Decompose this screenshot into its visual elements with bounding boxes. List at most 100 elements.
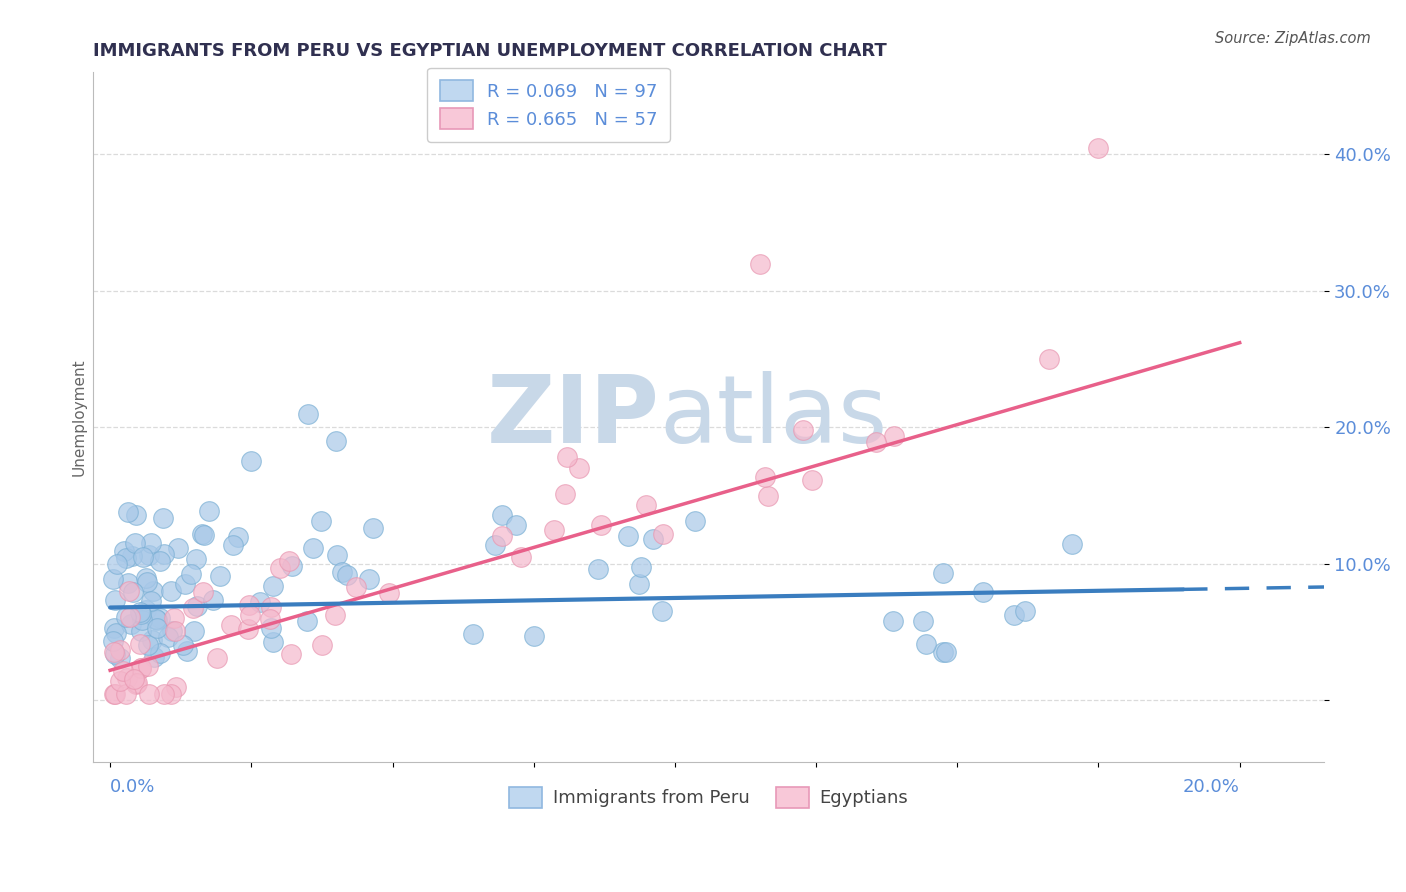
Point bbox=[543, 524, 565, 538]
Point bbox=[278, 554, 301, 568]
Point bbox=[163, 611, 186, 625]
Point bbox=[139, 536, 162, 550]
Point bbox=[108, 643, 131, 657]
Point bbox=[377, 586, 399, 600]
Point bbox=[129, 637, 152, 651]
Point bbox=[972, 585, 994, 599]
Point bbox=[240, 454, 263, 468]
Point bbox=[262, 635, 284, 649]
Point bbox=[325, 607, 347, 622]
Point bbox=[124, 508, 146, 523]
Point bbox=[630, 560, 652, 574]
Point bbox=[145, 612, 167, 626]
Point bbox=[302, 541, 325, 555]
Point bbox=[589, 518, 612, 533]
Point bbox=[136, 575, 159, 590]
Point bbox=[932, 645, 955, 659]
Point bbox=[146, 613, 169, 627]
Point bbox=[568, 461, 591, 475]
Point bbox=[651, 604, 673, 618]
Point bbox=[138, 548, 160, 562]
Point bbox=[131, 607, 153, 621]
Point bbox=[554, 487, 576, 501]
Point bbox=[141, 632, 163, 647]
Point bbox=[1087, 140, 1109, 154]
Point bbox=[131, 549, 153, 564]
Point bbox=[104, 593, 127, 607]
Point bbox=[181, 600, 204, 615]
Point bbox=[103, 645, 125, 659]
Point bbox=[260, 621, 283, 635]
Point bbox=[617, 529, 640, 543]
Point bbox=[167, 541, 190, 555]
Point bbox=[103, 686, 125, 700]
Point bbox=[149, 646, 172, 660]
Point bbox=[935, 645, 957, 659]
Point bbox=[172, 638, 194, 652]
Point bbox=[129, 624, 152, 639]
Point bbox=[152, 511, 174, 525]
Point bbox=[238, 607, 260, 622]
Point bbox=[143, 650, 166, 665]
Point bbox=[176, 644, 198, 658]
Point bbox=[236, 622, 259, 636]
Point bbox=[1060, 537, 1083, 551]
Point bbox=[882, 614, 904, 628]
Point bbox=[191, 584, 214, 599]
Point bbox=[198, 503, 221, 517]
Point bbox=[128, 605, 150, 619]
Point bbox=[135, 571, 157, 585]
Point bbox=[357, 573, 380, 587]
Text: ZIP: ZIP bbox=[486, 371, 659, 463]
Point bbox=[491, 529, 513, 543]
Point bbox=[146, 622, 169, 636]
Point bbox=[932, 566, 955, 581]
Point bbox=[153, 686, 176, 700]
Point bbox=[326, 549, 349, 563]
Point bbox=[125, 677, 148, 691]
Point bbox=[186, 552, 208, 566]
Point bbox=[801, 474, 824, 488]
Point bbox=[219, 618, 242, 632]
Point bbox=[361, 521, 384, 535]
Point bbox=[330, 565, 353, 579]
Point bbox=[226, 530, 249, 544]
Point bbox=[149, 554, 172, 568]
Text: 0.0%: 0.0% bbox=[110, 778, 156, 797]
Point bbox=[120, 616, 142, 631]
Legend: Immigrants from Peru, Egyptians: Immigrants from Peru, Egyptians bbox=[502, 780, 915, 814]
Text: Source: ZipAtlas.com: Source: ZipAtlas.com bbox=[1215, 31, 1371, 46]
Point bbox=[461, 627, 484, 641]
Point bbox=[207, 651, 229, 665]
Point bbox=[883, 429, 905, 443]
Point bbox=[325, 434, 347, 448]
Point bbox=[555, 450, 578, 465]
Point bbox=[628, 576, 651, 591]
Point bbox=[262, 579, 284, 593]
Point bbox=[117, 505, 139, 519]
Point bbox=[115, 550, 138, 565]
Point bbox=[115, 671, 138, 685]
Point bbox=[280, 559, 302, 574]
Point bbox=[124, 535, 146, 549]
Point bbox=[190, 527, 212, 541]
Point bbox=[112, 544, 135, 558]
Point bbox=[484, 538, 506, 552]
Point bbox=[344, 581, 367, 595]
Point bbox=[118, 583, 141, 598]
Point bbox=[165, 680, 187, 694]
Point bbox=[142, 584, 165, 599]
Point bbox=[522, 629, 544, 643]
Point bbox=[756, 489, 779, 503]
Point bbox=[193, 528, 215, 542]
Point bbox=[509, 550, 531, 565]
Point bbox=[174, 577, 197, 591]
Point bbox=[249, 595, 271, 609]
Point bbox=[183, 624, 205, 638]
Point bbox=[505, 517, 527, 532]
Point bbox=[912, 615, 935, 629]
Point bbox=[683, 514, 706, 528]
Text: atlas: atlas bbox=[659, 371, 887, 463]
Point bbox=[748, 256, 770, 270]
Point bbox=[160, 584, 183, 599]
